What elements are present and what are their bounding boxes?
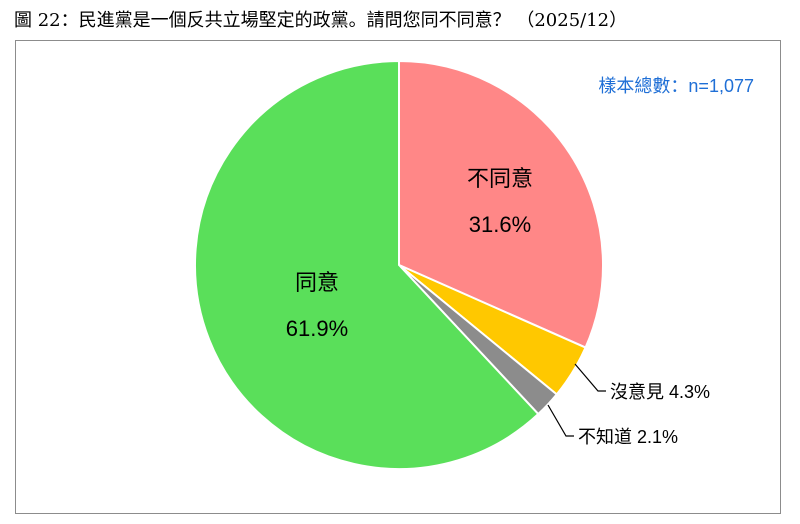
slice-label-1: 沒意見 4.3% <box>610 382 710 402</box>
slice-name-label-0: 不同意 <box>467 166 533 191</box>
sample-size-label: 樣本總數：n=1,077 <box>598 76 754 96</box>
leader-line-1 <box>574 363 606 392</box>
slice-name-label-3: 同意 <box>295 270 339 295</box>
pie-slice-3 <box>194 59 540 470</box>
slice-value-label-0: 31.6% <box>469 212 531 237</box>
chart-title: 圖 22：民進黨是一個反共立場堅定的政黨。請問您同不同意？ （2025/12） <box>14 10 628 31</box>
pie-slice-0 <box>398 59 604 349</box>
leader-line-2 <box>547 404 574 437</box>
slice-value-label-3: 61.9% <box>286 316 348 341</box>
slice-label-2: 不知道 2.1% <box>578 427 678 447</box>
